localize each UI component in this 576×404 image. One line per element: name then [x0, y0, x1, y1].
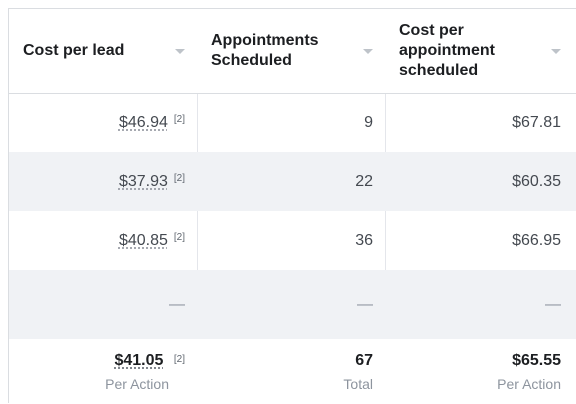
footnote-marker[interactable]: [2] — [173, 353, 185, 365]
appointments-value: 22 — [355, 172, 373, 190]
cost-per-lead-cell: — — [9, 270, 197, 339]
footnote-marker[interactable]: [2] — [173, 173, 185, 184]
cost-per-appointment-value: $60.35 — [512, 172, 561, 190]
column-header-cost-per-appointment[interactable]: Cost per appointment scheduled — [385, 9, 575, 93]
cost-per-appointment-value: $67.81 — [512, 113, 561, 131]
totals-row: $41.05 [2] Per Action 67 Total $65.55 Pe… — [9, 339, 576, 404]
total-appointments-cell: 67 Total — [197, 339, 385, 404]
appointments-value: — — [357, 295, 373, 313]
column-header-label: Cost per appointment scheduled — [399, 22, 495, 79]
column-header-label: Cost per lead — [23, 42, 125, 59]
table-row: $40.85 [2] 36 $66.95 — [9, 211, 576, 270]
column-header-cost-per-lead[interactable]: Cost per lead — [9, 9, 197, 93]
appointments-cell: 36 — [197, 211, 385, 270]
cost-per-lead-cell: $40.85 [2] — [9, 211, 197, 270]
total-cost-per-appointment-cell: $65.55 Per Action — [385, 339, 575, 404]
footnote-marker[interactable]: [2] — [173, 114, 185, 125]
table-header: Cost per lead Appointments Scheduled Cos… — [9, 9, 576, 94]
total-cost-per-lead-cell: $41.05 [2] Per Action — [9, 339, 197, 404]
total-appointments-caption: Total — [343, 375, 373, 392]
appointments-value: 9 — [364, 113, 373, 131]
column-header-appointments-scheduled[interactable]: Appointments Scheduled — [197, 9, 385, 93]
total-cost-per-appointment-caption: Per Action — [497, 375, 561, 392]
sort-caret-icon[interactable] — [175, 49, 185, 54]
cost-per-appointment-cell: — — [385, 270, 575, 339]
appointments-cell: 22 — [197, 152, 385, 211]
appointments-value: 36 — [355, 231, 373, 249]
total-appointments-value: 67 — [355, 351, 373, 369]
cost-per-lead-cell: $37.93 [2] — [9, 152, 197, 211]
table-row: — — — — [9, 270, 576, 339]
total-cost-per-lead-line: $41.05 [2] — [114, 352, 185, 370]
cost-per-appointment-value: — — [545, 295, 561, 313]
footnote-marker[interactable]: [2] — [173, 232, 185, 243]
appointments-cell: 9 — [197, 93, 385, 152]
cost-per-appointment-cell: $67.81 — [385, 93, 575, 152]
total-cost-per-lead-value[interactable]: $41.05 — [114, 351, 164, 369]
sort-caret-icon[interactable] — [551, 49, 561, 54]
appointments-cell: — — [197, 270, 385, 339]
total-cost-per-appointment-value: $65.55 — [512, 351, 561, 369]
table-row: $37.93 [2] 22 $60.35 — [9, 152, 576, 211]
cost-per-lead-value[interactable]: $37.93 — [118, 172, 168, 190]
total-cost-per-lead-caption: Per Action — [105, 375, 169, 392]
column-header-label: Appointments Scheduled — [211, 32, 319, 69]
cost-per-lead-value[interactable]: $40.85 — [118, 231, 168, 249]
cost-per-lead-value: — — [169, 295, 185, 313]
table-row: $46.94 [2] 9 $67.81 — [9, 93, 576, 152]
cost-per-appointment-cell: $66.95 — [385, 211, 575, 270]
cost-per-lead-value[interactable]: $46.94 — [118, 113, 168, 131]
sort-caret-icon[interactable] — [363, 49, 373, 54]
results-table: Cost per lead Appointments Scheduled Cos… — [8, 8, 576, 404]
cost-per-appointment-cell: $60.35 — [385, 152, 575, 211]
cost-per-appointment-value: $66.95 — [512, 231, 561, 249]
cost-per-lead-cell: $46.94 [2] — [9, 93, 197, 152]
